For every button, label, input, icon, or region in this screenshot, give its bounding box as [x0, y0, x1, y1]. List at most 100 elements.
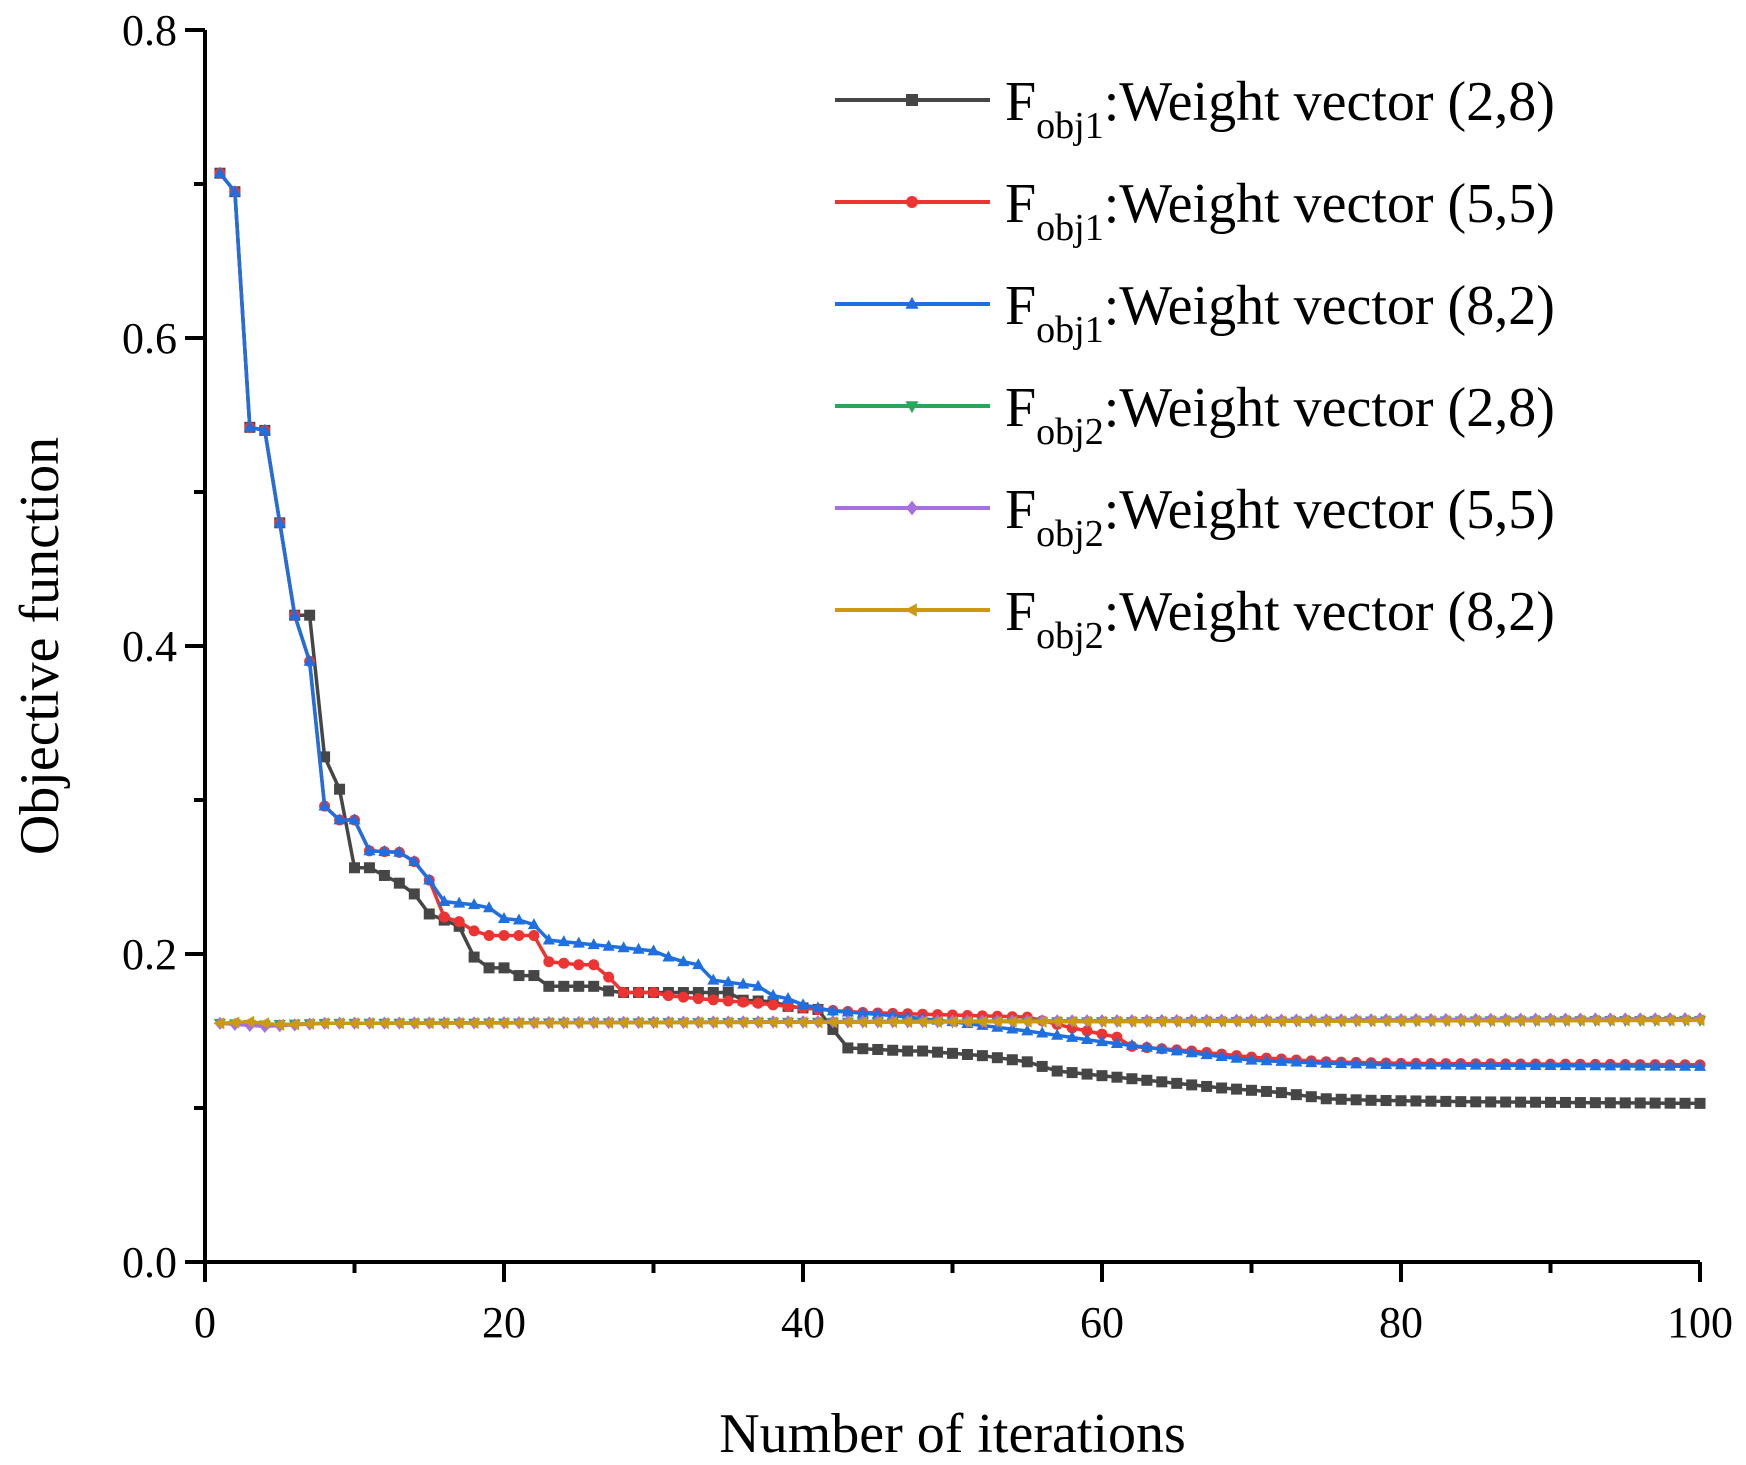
- data-point: [1454, 1058, 1467, 1070]
- data-point: [512, 913, 525, 925]
- data-point: [1216, 1082, 1228, 1094]
- data-point: [422, 1017, 434, 1030]
- legend-item: Fobj1:Weight vector (2,8): [835, 71, 1555, 147]
- data-point: [1663, 1014, 1675, 1027]
- data-point: [722, 975, 735, 987]
- data-point: [1170, 1015, 1182, 1028]
- data-point: [721, 1016, 733, 1029]
- data-point: [1574, 1059, 1587, 1071]
- data-point: [1633, 1014, 1645, 1027]
- data-point: [1619, 1097, 1631, 1109]
- data-point: [856, 1016, 868, 1029]
- data-point: [1080, 1015, 1092, 1028]
- data-point: [1425, 1095, 1437, 1107]
- data-point: [587, 1016, 599, 1029]
- data-point: [318, 1017, 329, 1030]
- data-point: [423, 908, 435, 920]
- data-point: [1096, 1070, 1108, 1082]
- data-point: [975, 1015, 987, 1028]
- data-point: [1394, 1058, 1408, 1070]
- data-point: [258, 1017, 270, 1030]
- data-point: [588, 959, 600, 971]
- data-point: [707, 994, 719, 1006]
- data-point: [1140, 1015, 1152, 1028]
- data-point: [1440, 1095, 1452, 1107]
- data-point: [1201, 1080, 1213, 1092]
- data-point: [543, 956, 555, 968]
- legend: Fobj1:Weight vector (2,8) Fobj1:Weight ve…: [835, 71, 1555, 657]
- data-point: [1499, 1058, 1512, 1070]
- data-point: [767, 999, 779, 1011]
- data-point: [1304, 1015, 1316, 1028]
- data-point: [1289, 1015, 1301, 1028]
- data-point: [1573, 1014, 1585, 1027]
- legend-item: Fobj1:Weight vector (8,2): [835, 275, 1555, 351]
- data-point: [1424, 1014, 1436, 1027]
- data-point: [1051, 1028, 1064, 1040]
- data-point: [498, 930, 510, 942]
- data-point: [573, 959, 585, 971]
- data-point: [1051, 1065, 1063, 1077]
- data-point: [887, 1044, 899, 1056]
- data-point: [437, 1016, 449, 1030]
- data-point: [857, 1043, 869, 1055]
- data-point: [752, 997, 764, 1009]
- data-point: [1334, 1014, 1346, 1028]
- data-point: [542, 1016, 554, 1029]
- data-point: [766, 1016, 778, 1029]
- data-point: [991, 1052, 1003, 1064]
- data-point: [213, 166, 226, 178]
- legend-label: Fobj2:Weight vector (8,2): [1005, 581, 1555, 657]
- data-point: [1439, 1014, 1451, 1027]
- data-point: [632, 942, 645, 954]
- data-point: [1678, 1014, 1690, 1027]
- data-point: [826, 1016, 838, 1029]
- data-point: [1648, 1014, 1660, 1027]
- data-point: [1081, 1068, 1093, 1080]
- data-point: [273, 516, 286, 528]
- data-point: [1110, 1015, 1122, 1028]
- data-point: [602, 939, 615, 951]
- data-point: [692, 987, 704, 998]
- data-point: [1350, 1094, 1362, 1106]
- data-point: [1649, 1097, 1661, 1109]
- data-point: [737, 977, 750, 989]
- data-point: [886, 1015, 898, 1029]
- data-point: [1424, 1058, 1437, 1070]
- data-point: [527, 918, 540, 930]
- data-point: [1335, 1093, 1347, 1105]
- data-point: [1156, 1076, 1168, 1088]
- data-point: [1305, 1056, 1318, 1068]
- y-tick-label: 0.4: [122, 622, 177, 671]
- series-line: [218, 172, 1701, 1106]
- x-tick-label: 60: [1080, 1298, 1124, 1347]
- data-point: [1618, 1014, 1630, 1027]
- data-point: [1020, 1015, 1032, 1028]
- data-point: [1185, 1046, 1198, 1058]
- data-point: [228, 185, 241, 197]
- data-point: [1559, 1059, 1572, 1071]
- data-point: [751, 1016, 763, 1029]
- data-point: [528, 930, 540, 942]
- y-tick-label: 0.8: [122, 6, 177, 55]
- data-point: [1543, 1014, 1555, 1027]
- data-point: [558, 957, 570, 969]
- data-point: [1379, 1014, 1391, 1027]
- data-point: [1125, 1015, 1137, 1028]
- data-point: [557, 1016, 569, 1029]
- data-point: [1141, 1074, 1153, 1086]
- legend-label: Fobj1:Weight vector (2,8): [1005, 71, 1555, 147]
- data-point: [1095, 1035, 1109, 1047]
- data-point: [796, 1016, 808, 1029]
- legend-item: Fobj1:Weight vector (5,5): [835, 173, 1555, 249]
- data-point: [1215, 1015, 1226, 1028]
- data-point: [1260, 1054, 1273, 1066]
- data-point: [393, 845, 406, 857]
- data-point: [288, 1018, 300, 1031]
- data-point: [1170, 1044, 1183, 1056]
- x-tick-label: 20: [482, 1298, 526, 1347]
- data-point: [1545, 1096, 1556, 1108]
- data-point: [647, 944, 660, 956]
- data-point: [1574, 1097, 1586, 1109]
- data-point: [692, 993, 704, 1005]
